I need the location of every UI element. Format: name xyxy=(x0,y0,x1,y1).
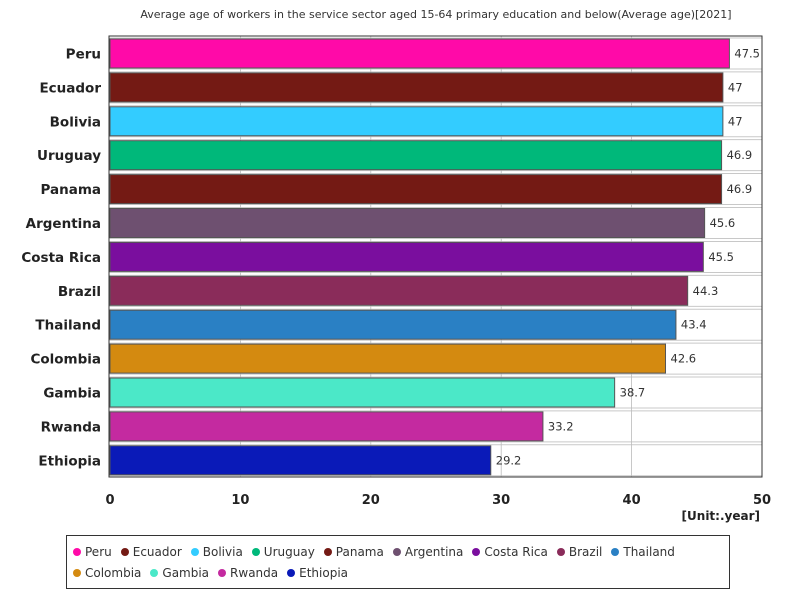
bar-thailand xyxy=(109,309,677,340)
legend-swatch xyxy=(323,547,332,556)
bar-ecuador xyxy=(109,72,724,103)
legend-item: Colombia xyxy=(73,562,141,583)
bar-gambia xyxy=(109,377,616,408)
category-label: Ecuador xyxy=(39,80,101,96)
category-label: Colombia xyxy=(30,352,101,368)
bar-bolivia xyxy=(109,106,724,137)
x-tick-label: 20 xyxy=(362,493,380,508)
legend-item: Gambia xyxy=(150,562,209,583)
legend-swatch xyxy=(611,547,620,556)
legend-swatch xyxy=(472,547,481,556)
legend-swatch xyxy=(392,547,401,556)
value-label: 46.9 xyxy=(727,182,753,196)
category-label: Thailand xyxy=(35,318,101,334)
category-label: Panama xyxy=(40,182,101,198)
legend-label: Bolivia xyxy=(202,544,243,559)
legend-item: Uruguay xyxy=(251,541,315,562)
x-axis-ticks: 0 10 20 30 40 50 xyxy=(105,493,771,508)
legend-swatch xyxy=(73,568,81,577)
value-label: 47.5 xyxy=(734,47,760,61)
bar-brazil xyxy=(109,275,689,306)
bar-rwanda xyxy=(109,411,544,442)
plot-frame xyxy=(108,35,763,478)
value-label: 47 xyxy=(728,114,743,128)
legend-label: Ecuador xyxy=(132,544,182,559)
legend-item: Ecuador xyxy=(120,541,182,562)
legend-item: Panama xyxy=(323,541,384,562)
category-labels: Peru Ecuador Bolivia Uruguay Panama Argentina… xyxy=(21,47,101,470)
value-label: 38.7 xyxy=(620,386,646,400)
legend-label: Rwanda xyxy=(230,565,279,580)
category-label: Argentina xyxy=(26,216,101,232)
legend-swatch xyxy=(218,568,227,577)
legend-label: Ethiopia xyxy=(299,565,349,580)
bar-panama xyxy=(109,174,723,205)
value-label: 42.6 xyxy=(671,352,697,366)
legend-label: Brazil xyxy=(568,544,603,559)
legend-swatch xyxy=(150,568,159,577)
legend-swatch xyxy=(73,547,81,556)
legend-swatch xyxy=(120,547,129,556)
legend-item: Argentina xyxy=(392,541,464,562)
bar-peru xyxy=(109,38,730,69)
category-label: Uruguay xyxy=(37,148,101,164)
x-tick-label: 40 xyxy=(623,493,641,508)
legend-label: Colombia xyxy=(85,565,142,580)
value-label: 45.6 xyxy=(710,216,736,230)
category-label: Costa Rica xyxy=(21,250,101,266)
category-label: Brazil xyxy=(58,284,101,300)
x-tick-label: 30 xyxy=(492,493,510,508)
value-label: 47 xyxy=(728,80,743,94)
category-label: Peru xyxy=(66,47,101,63)
legend-item: Brazil xyxy=(556,541,603,562)
category-label: Ethiopia xyxy=(38,453,101,469)
legend-item: Ethiopia xyxy=(287,562,348,583)
legend-label: Argentina xyxy=(404,544,464,559)
category-label: Gambia xyxy=(43,386,101,402)
legend-swatch xyxy=(251,547,260,556)
legend-item: Thailand xyxy=(611,541,675,562)
legend-label: Uruguay xyxy=(263,544,315,559)
category-label: Rwanda xyxy=(41,419,101,435)
legend-label: Gambia xyxy=(162,565,210,580)
legend-item: Costa Rica xyxy=(472,541,548,562)
legend: Peru Ecuador Bolivia Uruguay Panama Argentina… xyxy=(66,535,730,589)
bar-ethiopia xyxy=(109,445,492,476)
value-label: 44.3 xyxy=(693,284,719,298)
value-label: 46.9 xyxy=(727,148,753,162)
bar-uruguay xyxy=(109,140,723,171)
legend-item: Peru xyxy=(73,541,112,562)
legend-label: Costa Rica xyxy=(484,544,548,559)
value-label: 29.2 xyxy=(496,453,522,467)
bar-colombia xyxy=(109,343,667,374)
legend-item: Rwanda xyxy=(218,562,278,583)
unit-label: [Unit:.year] xyxy=(681,509,760,523)
legend-swatch xyxy=(287,568,296,577)
value-label: 45.5 xyxy=(708,250,734,264)
value-label: 33.2 xyxy=(548,419,574,433)
legend-swatch xyxy=(190,547,199,556)
legend-item: Bolivia xyxy=(190,541,243,562)
legend-label: Panama xyxy=(335,544,384,559)
x-tick-label: 10 xyxy=(231,493,249,508)
chart-title: Average age of workers in the service se… xyxy=(140,8,732,21)
legend-label: Thailand xyxy=(623,544,675,559)
bars: 47.5 47 47 46.9 46.9 45.6 45.5 44.3 43.4 42.6 38.7… xyxy=(109,38,760,476)
legend-swatch xyxy=(556,547,565,556)
value-label: 43.4 xyxy=(681,318,707,332)
bar-costa-rica xyxy=(109,241,704,272)
x-tick-label: 0 xyxy=(105,493,114,508)
legend-label: Peru xyxy=(85,544,112,559)
category-label: Bolivia xyxy=(50,114,101,130)
x-tick-label: 50 xyxy=(753,493,771,508)
bar-argentina xyxy=(109,208,706,238)
